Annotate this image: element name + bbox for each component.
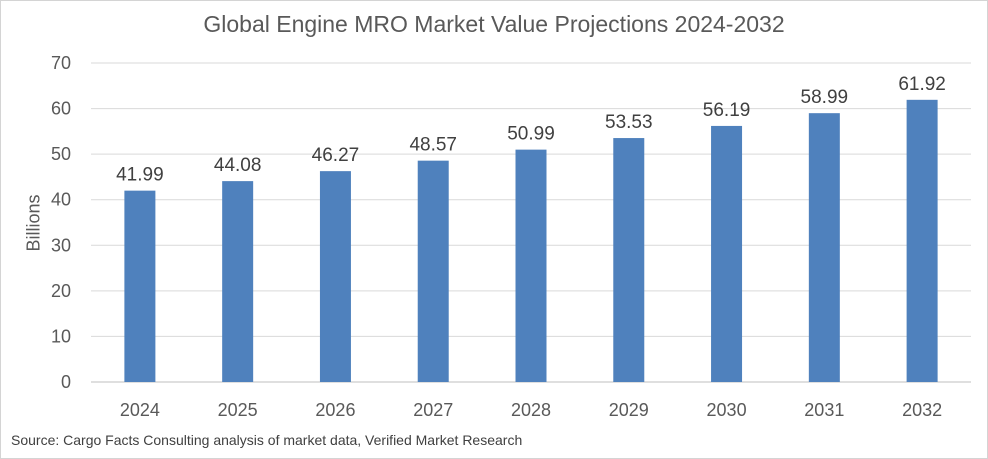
bar-2032: [906, 99, 938, 382]
x-tick-label-2031: 2031: [804, 400, 844, 420]
x-tick-label-2032: 2032: [902, 400, 942, 420]
x-tick-label-2027: 2027: [413, 400, 453, 420]
data-label-2031: 58.99: [801, 87, 849, 108]
data-label-2028: 50.99: [507, 124, 555, 145]
x-tick-label-2028: 2028: [511, 400, 551, 420]
data-label-2026: 46.27: [312, 145, 360, 166]
x-tick-label-2030: 2030: [707, 400, 747, 420]
bar-2026: [319, 171, 351, 382]
y-tick-label: 0: [61, 372, 71, 392]
y-tick-label: 20: [51, 281, 71, 301]
data-label-2024: 41.99: [116, 165, 164, 186]
x-tick-label-2024: 2024: [120, 400, 160, 420]
source-note: Source: Cargo Facts Consulting analysis …: [11, 432, 523, 448]
y-tick-label: 40: [51, 190, 71, 210]
data-label-2029: 53.53: [605, 112, 653, 133]
bar-2028: [515, 149, 547, 382]
bar-2029: [613, 138, 645, 382]
bar-2030: [711, 125, 743, 382]
bar-2024: [124, 190, 156, 382]
data-label-2025: 44.08: [214, 155, 262, 176]
x-tick-label-2029: 2029: [609, 400, 649, 420]
y-tick-label: 50: [51, 144, 71, 164]
y-tick-label: 10: [51, 326, 71, 346]
data-label-2027: 48.57: [409, 135, 457, 156]
y-tick-label: 30: [51, 235, 71, 255]
x-tick-label-2025: 2025: [218, 400, 258, 420]
bar-2031: [808, 113, 840, 383]
y-tick-label: 60: [51, 99, 71, 119]
chart-title: Global Engine MRO Market Value Projectio…: [203, 11, 785, 37]
data-label-2032: 61.92: [898, 74, 946, 95]
data-label-2030: 56.19: [703, 100, 751, 121]
bar-2025: [222, 181, 254, 382]
bar-2027: [417, 160, 449, 382]
y-tick-label: 70: [51, 53, 71, 73]
x-tick-label-2026: 2026: [315, 400, 355, 420]
